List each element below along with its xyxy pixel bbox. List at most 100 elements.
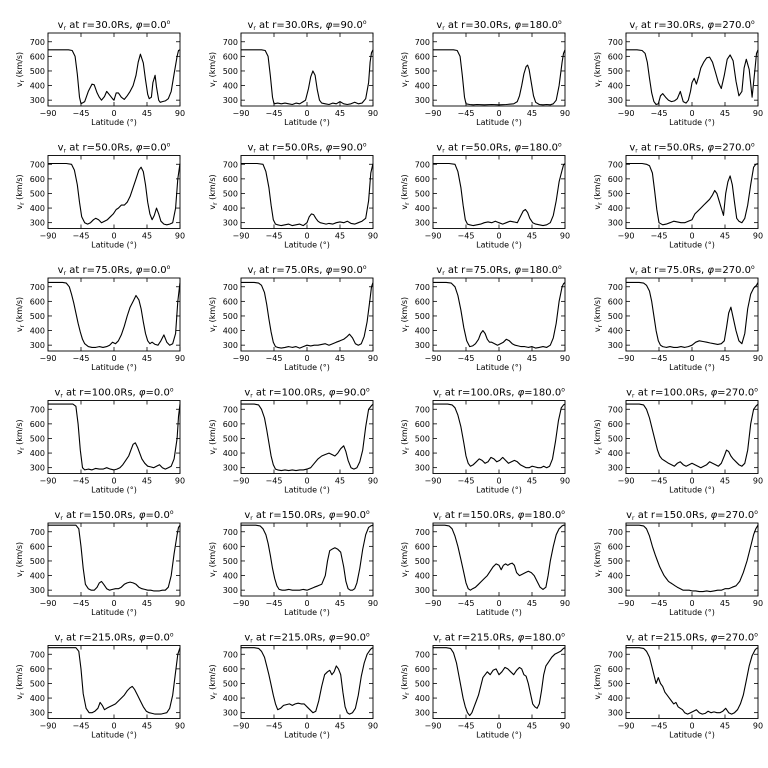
chart-panel: vr at r=50.0Rs, φ=180.0o −90 −45 0 45 90 300 40… (400, 142, 570, 250)
x-tick-label: −90 (40, 232, 57, 241)
plot-frame (625, 522, 759, 597)
y-tick-label: 700 (415, 650, 430, 659)
x-tick-label: −90 (618, 232, 635, 241)
x-axis-label: Latitude (°) (669, 241, 715, 250)
y-tick-label: 700 (608, 528, 623, 537)
x-tick-label: 45 (527, 232, 537, 241)
y-tick-label: 300 (223, 341, 238, 350)
series-line (241, 403, 374, 472)
chart-panel: vr at r=30.0Rs, φ=90.0o −90 −45 0 45 90 300 400… (208, 19, 378, 127)
y-tick-label: 400 (223, 572, 238, 581)
chart-title: vr at r=100.0Rs, φ=180.0o (433, 387, 565, 400)
y-axis-label: vr (km/s) (208, 174, 219, 209)
y-tick-label: 700 (223, 528, 238, 537)
y-tick-label: 700 (30, 283, 45, 292)
series-line (241, 524, 374, 591)
x-tick-label: 45 (335, 354, 345, 363)
y-tick-label: 400 (608, 204, 623, 213)
y-tick-label: 300 (608, 219, 623, 228)
x-tick-label: −45 (458, 354, 475, 363)
x-tick-label: −90 (425, 109, 442, 118)
x-tick-label: 90 (753, 722, 763, 731)
x-tick-label: −90 (618, 354, 635, 363)
x-tick-label: −45 (73, 722, 90, 731)
y-tick-label: 400 (30, 572, 45, 581)
y-axis-label: vr (km/s) (208, 297, 219, 332)
series-line (433, 49, 566, 106)
x-tick-label: 0 (689, 354, 694, 363)
chart-panel: vr at r=150.0Rs, φ=270.0o −90 −45 0 45 90 300 4… (593, 509, 763, 617)
x-tick-label: 90 (560, 354, 570, 363)
x-tick-label: 45 (527, 477, 537, 486)
x-tick-label: 0 (111, 477, 116, 486)
x-axis-label: Latitude (°) (284, 241, 330, 250)
y-tick-label: 700 (223, 160, 238, 169)
x-tick-label: −45 (266, 599, 283, 608)
x-tick-label: 45 (335, 109, 345, 118)
y-tick-label: 400 (30, 694, 45, 703)
chart-title: vr at r=50.0Rs, φ=180.0o (436, 142, 562, 155)
chart-title: vr at r=75.0Rs, φ=0.0o (58, 264, 171, 277)
y-tick-label: 700 (223, 650, 238, 659)
x-tick-label: 0 (496, 109, 501, 118)
x-tick-label: −90 (233, 599, 250, 608)
x-tick-label: −90 (233, 477, 250, 486)
chart-panel: vr at r=215.0Rs, φ=180.0o −90 −45 0 45 90 300 4… (400, 632, 570, 740)
y-tick-label: 300 (30, 709, 45, 718)
series-line (241, 49, 374, 106)
chart-title: vr at r=100.0Rs, φ=270.0o (626, 387, 758, 400)
chart-panel: vr at r=150.0Rs, φ=180.0o −90 −45 0 45 90 300 4… (400, 509, 570, 617)
chart-title: vr at r=75.0Rs, φ=90.0o (247, 264, 366, 277)
x-tick-label: 90 (560, 109, 570, 118)
y-tick-label: 600 (415, 542, 430, 551)
y-tick-label: 700 (415, 528, 430, 537)
series-line (241, 162, 374, 227)
x-tick-label: −90 (40, 477, 57, 486)
chart-title: vr at r=100.0Rs, φ=0.0o (54, 387, 173, 400)
y-tick-label: 300 (30, 96, 45, 105)
y-tick-label: 400 (30, 449, 45, 458)
x-tick-label: −45 (266, 477, 283, 486)
y-tick-label: 500 (30, 189, 45, 198)
y-tick-label: 600 (415, 665, 430, 674)
chart-title: vr at r=30.0Rs, φ=180.0o (436, 19, 562, 32)
series-line (433, 162, 566, 227)
y-tick-label: 400 (415, 327, 430, 336)
y-tick-label: 400 (608, 694, 623, 703)
x-tick-label: 45 (335, 232, 345, 241)
x-tick-label: 0 (689, 109, 694, 118)
series-line (626, 647, 759, 715)
y-axis-label: vr (km/s) (593, 542, 604, 577)
y-tick-label: 700 (415, 405, 430, 414)
y-axis-label: vr (km/s) (15, 52, 26, 87)
y-tick-label: 300 (415, 219, 430, 228)
y-axis-label: vr (km/s) (593, 419, 604, 454)
y-tick-label: 300 (608, 96, 623, 105)
x-tick-label: 0 (304, 599, 309, 608)
y-tick-label: 700 (415, 38, 430, 47)
y-tick-label: 600 (223, 297, 238, 306)
y-tick-label: 500 (223, 67, 238, 76)
y-tick-label: 700 (608, 650, 623, 659)
x-tick-label: −90 (40, 599, 57, 608)
y-tick-label: 300 (223, 96, 238, 105)
chart-panel: vr at r=100.0Rs, φ=180.0o −90 −45 0 45 90 300 4… (400, 387, 570, 495)
x-tick-label: 0 (111, 232, 116, 241)
chart-panel: vr at r=150.0Rs, φ=90.0o −90 −45 0 45 90 300 40… (208, 509, 378, 617)
chart-panel: vr at r=100.0Rs, φ=0.0o −90 −45 0 45 90 300 400… (15, 387, 185, 495)
chart-panel: vr at r=75.0Rs, φ=0.0o −90 −45 0 45 90 300 400 5… (15, 264, 185, 372)
chart-title: vr at r=150.0Rs, φ=0.0o (54, 509, 173, 522)
x-tick-label: 0 (304, 477, 309, 486)
y-tick-label: 600 (223, 420, 238, 429)
chart-panel: vr at r=100.0Rs, φ=270.0o −90 −45 0 45 90 300 4… (593, 387, 763, 495)
y-tick-label: 600 (415, 52, 430, 61)
plot-frame (47, 522, 181, 597)
y-axis-label: vr (km/s) (208, 419, 219, 454)
x-axis-label: Latitude (°) (91, 608, 137, 617)
y-tick-label: 500 (415, 434, 430, 443)
x-tick-label: 0 (689, 722, 694, 731)
y-tick-label: 700 (30, 38, 45, 47)
x-tick-label: 45 (142, 477, 152, 486)
x-axis-label: Latitude (°) (669, 486, 715, 495)
x-tick-label: −45 (458, 109, 475, 118)
